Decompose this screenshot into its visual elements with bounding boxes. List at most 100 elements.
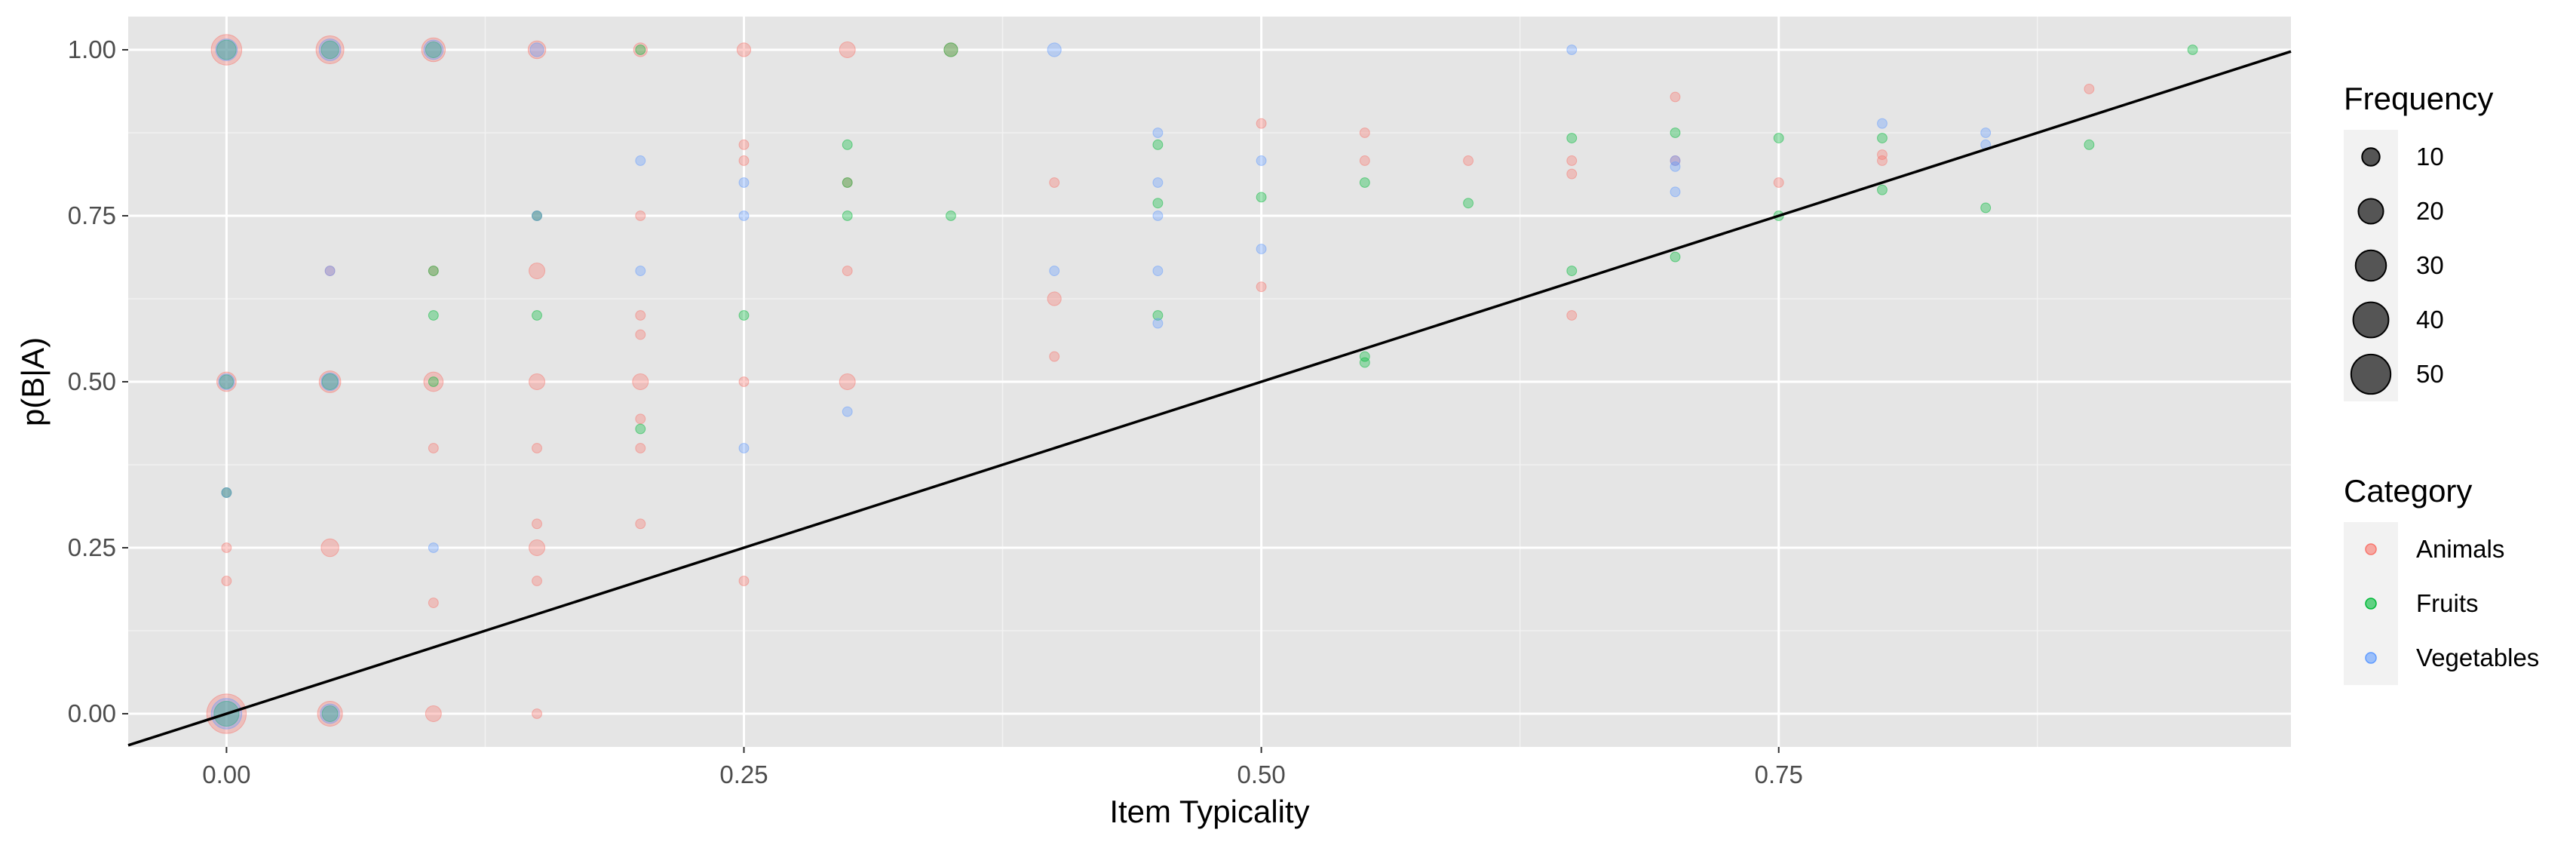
- point-vegetables: [320, 703, 340, 724]
- point-vegetables: [738, 443, 750, 453]
- point-vegetables: [1256, 155, 1267, 166]
- y-tick-label: 0.25: [68, 533, 116, 561]
- point-fruits: [428, 266, 439, 276]
- color-legend-label: Vegetables: [2416, 644, 2539, 671]
- series-fruits: [213, 39, 2198, 727]
- point-animals: [532, 708, 542, 719]
- point-animals: [839, 41, 856, 58]
- point-animals: [1359, 155, 1370, 166]
- series-vegetables: [210, 38, 1992, 730]
- point-vegetables: [635, 155, 646, 166]
- point-vegetables: [221, 487, 232, 498]
- point-fruits: [842, 210, 853, 221]
- color-legend: Category Animals Fruits Vegetables: [2344, 473, 2539, 685]
- point-fruits: [219, 374, 234, 389]
- point-animals: [320, 538, 339, 558]
- y-tick-label: 0.75: [68, 201, 116, 229]
- point-vegetables: [1877, 118, 1888, 129]
- x-tick-label: 0.75: [1755, 760, 1803, 788]
- point-animals: [1463, 155, 1474, 166]
- point-animals: [738, 155, 750, 166]
- point-fruits: [428, 310, 439, 321]
- point-vegetables: [320, 372, 339, 392]
- point-vegetables: [1670, 186, 1681, 198]
- point-vegetables: [218, 373, 235, 390]
- point-animals: [1049, 351, 1060, 362]
- size-legend-circle: [2357, 198, 2384, 225]
- point-animals: [842, 266, 853, 276]
- point-animals: [315, 35, 345, 64]
- point-fruits: [425, 41, 442, 58]
- point-animals: [428, 598, 439, 608]
- point-fruits: [946, 210, 956, 221]
- point-animals: [738, 376, 750, 387]
- point-animals: [317, 700, 343, 727]
- point-animals: [423, 371, 444, 392]
- point-vegetables: [1152, 128, 1164, 138]
- point-vegetables: [1152, 266, 1164, 276]
- point-vegetables: [1670, 161, 1681, 172]
- point-animals: [635, 443, 646, 453]
- point-animals: [738, 576, 750, 586]
- point-animals: [527, 40, 547, 60]
- size-legend-title: Frequency: [2344, 81, 2493, 116]
- point-vegetables: [1566, 45, 1578, 55]
- x-tick-label: 0.00: [202, 760, 250, 788]
- point-fruits: [1359, 351, 1370, 362]
- point-fruits: [321, 373, 339, 390]
- point-animals: [221, 542, 232, 553]
- point-animals: [1049, 177, 1060, 188]
- y-axis-ticks: 0.00 0.25 0.50 0.75 1.00: [68, 35, 128, 727]
- color-legend-swatch: [2365, 652, 2377, 664]
- point-vegetables: [1152, 177, 1164, 188]
- x-axis-title: Item Typicality: [1109, 794, 1309, 829]
- x-tick-label: 0.25: [719, 760, 768, 788]
- point-animals: [421, 37, 446, 63]
- x-tick-label: 0.50: [1237, 760, 1285, 788]
- color-legend-title: Category: [2344, 473, 2472, 509]
- point-animals: [632, 373, 649, 390]
- point-vegetables: [318, 38, 342, 61]
- point-fruits: [1359, 177, 1370, 188]
- point-animals: [532, 518, 542, 530]
- point-vegetables: [635, 266, 646, 276]
- point-fruits: [842, 139, 853, 150]
- point-animals: [1566, 310, 1578, 321]
- point-vegetables: [842, 406, 853, 417]
- point-animals: [635, 210, 646, 221]
- point-fruits: [1152, 310, 1164, 321]
- point-animals: [529, 373, 546, 390]
- point-animals: [635, 310, 646, 321]
- point-animals: [529, 263, 546, 280]
- point-animals: [635, 329, 646, 340]
- point-animals: [738, 139, 750, 150]
- point-animals: [839, 373, 856, 390]
- point-fruits: [1980, 202, 1992, 214]
- size-legend-label: 40: [2416, 306, 2444, 333]
- identity-reference-line: [127, 50, 2292, 747]
- size-legend: Frequency 10 20 30 40 50: [2344, 81, 2493, 401]
- point-vegetables: [428, 542, 439, 553]
- point-fruits: [1152, 139, 1164, 150]
- point-fruits: [1566, 266, 1578, 276]
- point-animals: [221, 576, 232, 586]
- point-vegetables: [1152, 318, 1164, 329]
- point-fruits: [2187, 45, 2198, 55]
- point-fruits: [1670, 128, 1681, 138]
- point-animals: [532, 576, 542, 586]
- size-legend-label: 10: [2416, 143, 2444, 171]
- point-animals: [1773, 177, 1784, 188]
- y-tick-label: 0.00: [68, 699, 116, 727]
- size-legend-label: 20: [2416, 197, 2444, 225]
- point-vegetables: [529, 42, 544, 57]
- color-legend-swatch: [2365, 543, 2377, 555]
- color-legend-label: Fruits: [2416, 589, 2479, 617]
- point-fruits: [842, 177, 853, 188]
- point-fruits: [943, 42, 958, 57]
- point-vegetables: [215, 38, 238, 61]
- point-fruits: [1877, 184, 1888, 195]
- point-fruits: [1463, 198, 1474, 209]
- point-fruits: [1152, 198, 1164, 209]
- point-animals: [1566, 155, 1578, 166]
